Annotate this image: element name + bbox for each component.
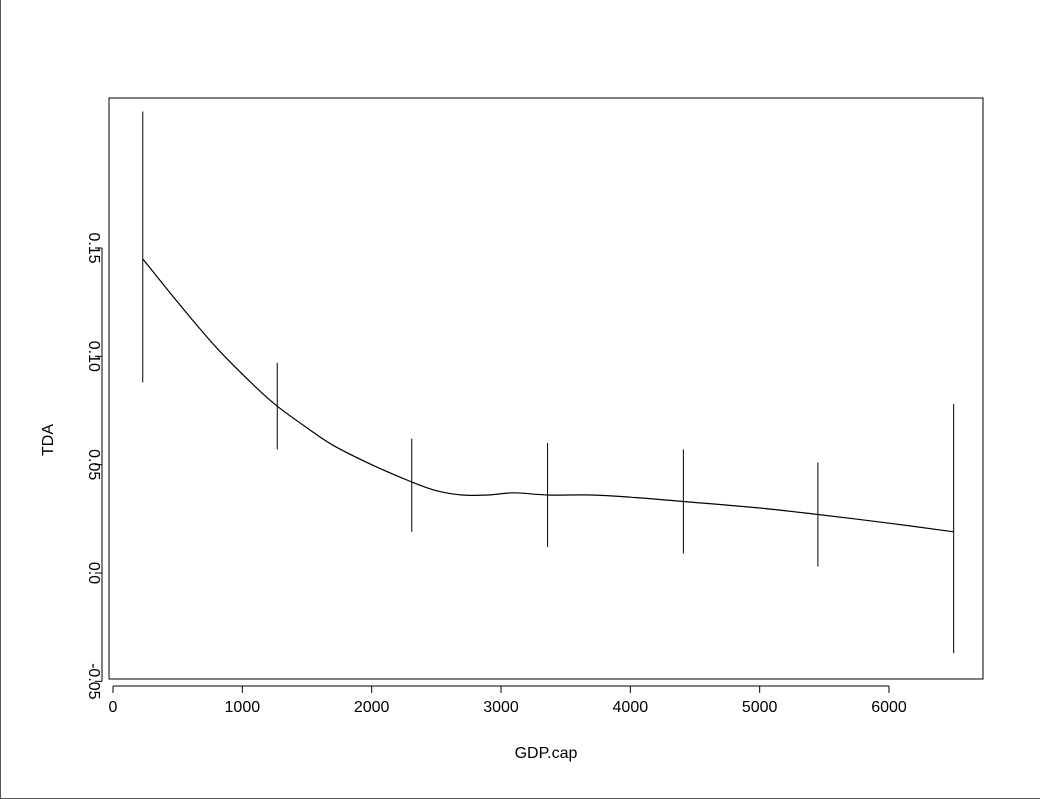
- x-tick-label: 1000: [225, 699, 261, 716]
- y-tick-label: 0.10: [85, 341, 102, 372]
- error-bars: [142, 111, 955, 654]
- y-tick-label: 0.15: [85, 232, 102, 263]
- x-axis-title: GDP.cap: [515, 745, 578, 762]
- x-tick-label: 3000: [483, 699, 519, 716]
- x-tick-label: 6000: [871, 699, 907, 716]
- x-tick-label: 0: [109, 699, 118, 716]
- y-tick-label: 0.05: [85, 449, 102, 480]
- y-tick-label: 0.0: [85, 562, 102, 584]
- x-tick-label: 4000: [613, 699, 649, 716]
- plot-box: [108, 97, 984, 680]
- y-tick-label: -0.05: [85, 663, 102, 700]
- y-axis: -0.05 0.0 0.05 0.10 0.15: [85, 232, 103, 700]
- x-tick-label: 5000: [742, 699, 778, 716]
- data-line: [142, 258, 954, 533]
- x-axis: 0 1000 2000 3000 4000 5000 6000: [109, 685, 907, 716]
- x-tick-label: 2000: [354, 699, 390, 716]
- y-axis-title: TDA: [40, 424, 57, 456]
